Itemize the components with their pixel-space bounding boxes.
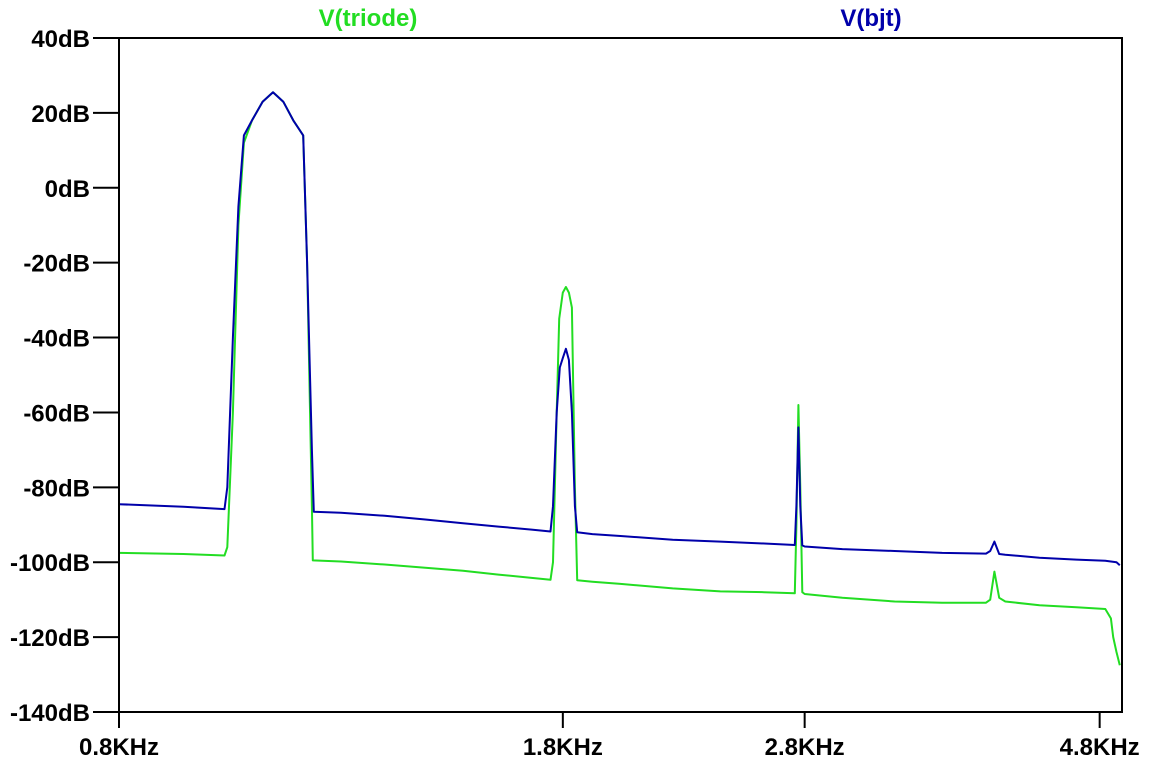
x-tick-label: 4.8KHz [1060, 734, 1140, 761]
y-tick-label: -60dB [23, 400, 90, 427]
legend: V(triode) V(bjt) [319, 5, 902, 32]
y-tick-label: -100dB [10, 550, 90, 577]
legend-entry[interactable]: V(bjt) [840, 5, 901, 32]
y-tick-label: 20dB [31, 101, 90, 128]
y-tick-label: -80dB [23, 475, 90, 502]
y-tick-label: -20dB [23, 251, 90, 278]
x-axis: 0.8KHz 1.8KHz 2.8KHz 4.8KHz [79, 712, 1140, 761]
plot-frame [118, 37, 1123, 713]
legend-entry[interactable]: V(triode) [319, 5, 418, 32]
plot-area [118, 91, 1121, 666]
x-tick-label: 0.8KHz [79, 734, 159, 761]
y-tick-label: 40dB [31, 26, 90, 53]
y-axis: 40dB 20dB 0dB -20dB -40dB -60dB -80dB -100dB -12… [10, 26, 119, 727]
series-line-v-bjt [118, 91, 1121, 566]
y-tick-label: -40dB [23, 326, 90, 353]
series-line-v-triode [118, 91, 1121, 666]
y-tick-label: -120dB [10, 625, 90, 652]
x-tick-label: 2.8KHz [765, 734, 845, 761]
y-tick-label: -140dB [10, 700, 90, 727]
y-tick-label: 0dB [45, 176, 90, 203]
x-tick-label: 1.8KHz [523, 734, 603, 761]
